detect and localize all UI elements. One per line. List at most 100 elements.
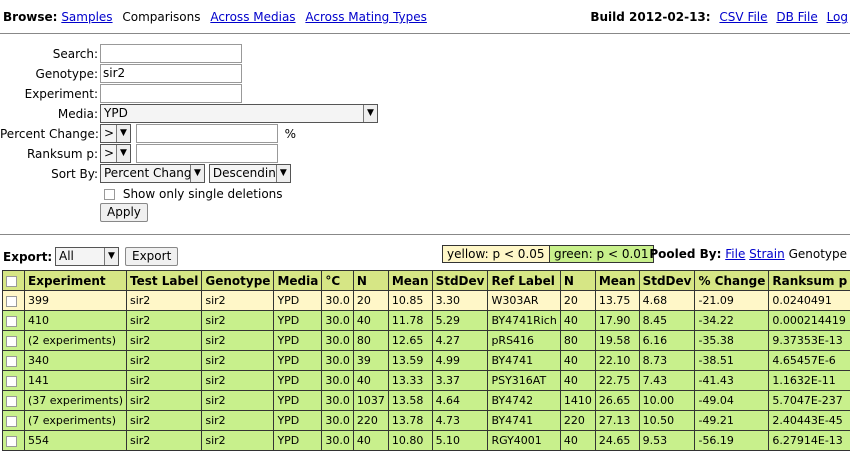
row-select-cell [2,410,25,431]
sort-order-select[interactable]: Descending ▼ [208,164,291,183]
table-cell: sir2 [201,330,275,351]
ranksum-operator-select[interactable]: > ▼ [100,144,131,163]
table-cell: 340 [24,350,127,371]
row-checkbox[interactable] [6,415,17,427]
row-select-cell [2,350,25,371]
table-cell: YPD [273,330,323,351]
table-cell: 40 [559,310,596,331]
table-cell: 22.75 [594,370,640,391]
log-link[interactable]: Log [826,10,848,24]
genotype-input[interactable]: sir2 [100,64,242,83]
export-bar: Export: All ▼ Export [0,244,850,266]
single-deletions-checkbox[interactable] [104,189,115,200]
percent-change-operator-value: > [104,126,115,140]
table-cell: (7 experiments) [24,410,127,431]
percent-change-operator-select[interactable]: > ▼ [100,124,131,143]
table-cell: BY4741 [487,410,561,431]
table-cell: sir2 [125,350,203,371]
table-cell: 1.1632E-11 [768,370,850,391]
table-cell: 10.80 [387,430,433,451]
table-cell: -21.09 [694,290,770,311]
export-button[interactable]: Export [125,247,179,266]
apply-button[interactable]: Apply [100,203,148,222]
ranksum-label: Ranksum p: [26,147,98,161]
row-checkbox[interactable] [6,435,17,447]
percent-unit: % [284,127,297,141]
browse-label: Browse: [3,10,58,24]
sort-field-value: Percent Change [104,166,199,180]
table-cell: 27.13 [594,410,640,431]
row-checkbox[interactable] [6,315,17,327]
table-cell: 9.37353E-13 [768,330,850,351]
column-header: Ref Label [487,270,561,291]
table-cell: 13.59 [387,350,433,371]
table-cell: 5.7047E-237 [768,390,850,411]
table-cell: sir2 [125,330,203,351]
table-cell: RGY4001 [487,430,561,451]
table-cell: BY4742 [487,390,561,411]
experiment-input[interactable] [100,84,242,103]
table-cell: -49.04 [694,390,770,411]
search-input[interactable] [100,44,242,63]
table-cell: 22.10 [594,350,640,371]
chevron-down-icon: ▼ [116,145,130,162]
table-cell: 4.64 [431,390,489,411]
table-cell: 40 [559,430,596,451]
pooled-by-file-link[interactable]: File [725,247,746,261]
sort-field-select[interactable]: Percent Change ▼ [100,164,205,183]
table-cell: YPD [273,350,323,371]
csv-file-link[interactable]: CSV File [719,10,768,24]
table-cell: 13.78 [387,410,433,431]
column-header: Media [273,270,323,291]
table-cell: 20 [559,290,596,311]
export-scope-select[interactable]: All ▼ [55,247,119,266]
table-cell: sir2 [201,290,275,311]
table-cell: 8.45 [638,310,696,331]
table-cell: 7.43 [638,370,696,391]
table-cell: 30.0 [321,350,354,371]
row-checkbox[interactable] [6,295,17,307]
percent-change-input[interactable] [135,124,278,143]
nav-link-samples[interactable]: Samples [61,10,113,24]
table-cell: PSY316AT [487,370,561,391]
media-select[interactable]: YPD ▼ [100,104,378,123]
table-cell: 8.73 [638,350,696,371]
table-cell: -38.51 [694,350,770,371]
chevron-down-icon: ▼ [104,248,118,265]
table-cell: 13.33 [387,370,433,391]
table-cell: 10.00 [638,390,696,411]
pooled-by-strain-link[interactable]: Strain [749,247,785,261]
table-cell: sir2 [201,410,275,431]
table-cell: (37 experiments) [24,390,127,411]
row-checkbox[interactable] [6,395,17,407]
row-checkbox[interactable] [6,355,17,367]
table-cell: sir2 [125,390,203,411]
select-all-checkbox[interactable] [6,275,17,287]
top-bar: Browse: Samples Comparisons Across Media… [0,0,850,34]
table-cell: W303AR [487,290,561,311]
table-cell: 26.65 [594,390,640,411]
row-checkbox[interactable] [6,375,17,387]
table-cell: 30.0 [321,410,354,431]
experiment-label: Experiment: [24,87,98,101]
row-checkbox[interactable] [6,335,17,347]
table-row: 340 sir2 sir2 YPD 30.0 39 13.59 4.99 BY4741 40 22.… [2,350,850,371]
ranksum-input[interactable] [135,144,278,163]
table-cell: YPD [273,370,323,391]
nav-link-across-medias[interactable]: Across Medias [210,10,296,24]
table-cell: sir2 [201,310,275,331]
table-cell: 5.29 [431,310,489,331]
nav-link-across-mating-types[interactable]: Across Mating Types [305,10,427,24]
table-cell: 30.0 [321,310,354,331]
column-header: Experiment [24,270,127,291]
build-label: Build 2012-02-13: [590,10,711,24]
pooled-by: Pooled By: File Strain Genotype [649,247,847,261]
table-cell: 0.0240491 [768,290,850,311]
table-cell: -56.19 [694,430,770,451]
column-header: StdDev [431,270,489,291]
db-file-link[interactable]: DB File [776,10,818,24]
chevron-down-icon: ▼ [363,105,377,122]
table-header-row: Experiment Test Label Genotype Media °C … [2,270,850,291]
table-cell: 141 [24,370,127,391]
single-deletions-label: Show only single deletions [122,187,283,201]
